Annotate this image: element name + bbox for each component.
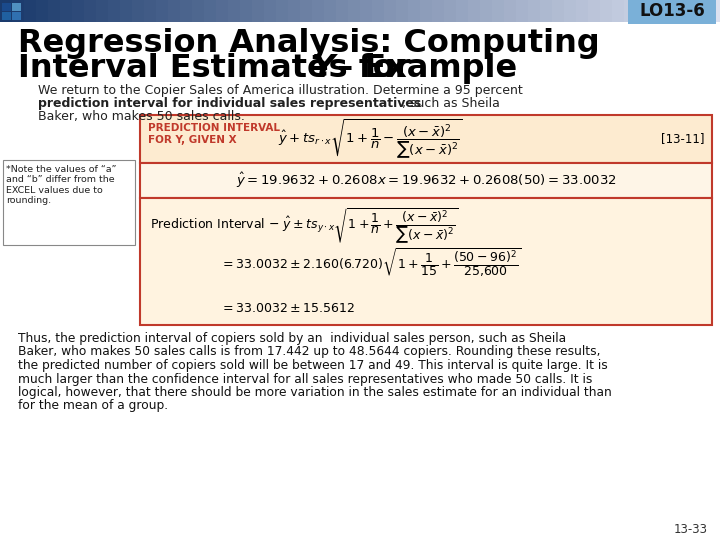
Text: Baker, who makes 50 sales calls is from 17.442 up to 48.5644 copiers. Rounding t: Baker, who makes 50 sales calls is from …: [18, 346, 600, 359]
Bar: [648, 0, 661, 22]
Bar: [156, 0, 169, 22]
Bar: [480, 0, 493, 22]
Text: $= 33.0032 \pm 15.5612$: $= 33.0032 \pm 15.5612$: [220, 301, 355, 314]
Text: Interval Estimates for: Interval Estimates for: [18, 53, 422, 84]
Text: PREDICTION INTERVAL: PREDICTION INTERVAL: [148, 123, 280, 133]
Bar: [624, 0, 637, 22]
Bar: [48, 0, 61, 22]
Bar: [24, 0, 37, 22]
Bar: [612, 0, 625, 22]
Bar: [312, 0, 325, 22]
Text: $\hat{y} + ts_{r \cdot x}\sqrt{1 + \dfrac{1}{n} - \dfrac{(x - \bar{x})^2}{\sum(x: $\hat{y} + ts_{r \cdot x}\sqrt{1 + \dfra…: [277, 117, 462, 160]
Text: , such as Sheila: , such as Sheila: [402, 97, 500, 110]
Bar: [264, 0, 277, 22]
Bar: [696, 0, 709, 22]
Bar: [552, 0, 565, 22]
Bar: [228, 0, 241, 22]
Bar: [564, 0, 577, 22]
Bar: [528, 0, 541, 22]
Bar: [660, 0, 673, 22]
Bar: [240, 0, 253, 22]
Bar: [0, 0, 13, 22]
Bar: [168, 0, 181, 22]
Bar: [2, 12, 11, 20]
Bar: [628, 0, 716, 24]
Text: We return to the Copier Sales of America illustration. Determine a 95 percent: We return to the Copier Sales of America…: [38, 84, 523, 97]
Bar: [588, 0, 601, 22]
Text: logical, however, that there should be more variation in the sales estimate for : logical, however, that there should be m…: [18, 386, 612, 399]
Bar: [2, 3, 11, 11]
Bar: [3, 160, 135, 245]
Bar: [336, 0, 349, 22]
Bar: [576, 0, 589, 22]
Bar: [360, 0, 373, 22]
Bar: [108, 0, 121, 22]
Bar: [12, 12, 21, 20]
Bar: [120, 0, 133, 22]
Bar: [60, 0, 73, 22]
Bar: [540, 0, 553, 22]
Bar: [12, 3, 21, 11]
Bar: [140, 198, 712, 325]
Text: for the mean of a group.: for the mean of a group.: [18, 400, 168, 413]
Text: – Example: – Example: [326, 53, 517, 84]
Bar: [396, 0, 409, 22]
Text: FOR Y, GIVEN X: FOR Y, GIVEN X: [148, 135, 237, 145]
Text: Y: Y: [312, 53, 335, 84]
Text: 13-33: 13-33: [674, 523, 708, 536]
Bar: [636, 0, 649, 22]
Text: $\hat{y} = 19.9632 + 0.2608x = 19.9632 + 0.2608(50) = 33.0032$: $\hat{y} = 19.9632 + 0.2608x = 19.9632 +…: [235, 171, 616, 190]
Bar: [504, 0, 517, 22]
Bar: [600, 0, 613, 22]
Bar: [192, 0, 205, 22]
Bar: [276, 0, 289, 22]
Bar: [140, 115, 712, 163]
Bar: [432, 0, 445, 22]
Text: Regression Analysis: Computing: Regression Analysis: Computing: [18, 28, 600, 59]
Bar: [300, 0, 313, 22]
Bar: [140, 163, 712, 198]
Bar: [468, 0, 481, 22]
Bar: [384, 0, 397, 22]
Bar: [288, 0, 301, 22]
Bar: [516, 0, 529, 22]
Bar: [492, 0, 505, 22]
Bar: [0, 0, 8, 22]
Bar: [324, 0, 337, 22]
Bar: [408, 0, 421, 22]
Text: LO13-6: LO13-6: [639, 2, 705, 20]
Bar: [96, 0, 109, 22]
Bar: [708, 0, 720, 22]
Text: the predicted number of copiers sold will be between 17 and 49. This interval is: the predicted number of copiers sold wil…: [18, 359, 608, 372]
Bar: [420, 0, 433, 22]
Bar: [216, 0, 229, 22]
Text: Baker, who makes 50 sales calls.: Baker, who makes 50 sales calls.: [38, 110, 245, 123]
Bar: [444, 0, 457, 22]
Bar: [72, 0, 85, 22]
Text: *Note the values of “a”
and “b” differ from the
EXCEL values due to
rounding.: *Note the values of “a” and “b” differ f…: [6, 165, 117, 205]
Bar: [372, 0, 385, 22]
Bar: [204, 0, 217, 22]
Bar: [132, 0, 145, 22]
Text: Thus, the prediction interval of copiers sold by an  individual sales person, su: Thus, the prediction interval of copiers…: [18, 332, 566, 345]
Bar: [84, 0, 97, 22]
Text: much larger than the confidence interval for all sales representatives who made : much larger than the confidence interval…: [18, 373, 593, 386]
Bar: [180, 0, 193, 22]
Text: [13-11]: [13-11]: [660, 132, 704, 145]
Bar: [348, 0, 361, 22]
Bar: [144, 0, 157, 22]
Bar: [36, 0, 49, 22]
Bar: [684, 0, 697, 22]
Text: Prediction Interval $-\ \hat{y} \pm ts_{y \cdot x}\sqrt{1 + \dfrac{1}{n} + \dfra: Prediction Interval $-\ \hat{y} \pm ts_{…: [150, 206, 459, 246]
Bar: [12, 0, 25, 22]
Bar: [456, 0, 469, 22]
Bar: [252, 0, 265, 22]
Text: prediction interval for individual sales representatives: prediction interval for individual sales…: [38, 97, 421, 110]
Bar: [672, 0, 685, 22]
Text: $= 33.0032 \pm 2.160(6.720)\sqrt{1 + \dfrac{1}{15} + \dfrac{(50 - 96)^2}{25{,}60: $= 33.0032 \pm 2.160(6.720)\sqrt{1 + \df…: [220, 246, 521, 280]
